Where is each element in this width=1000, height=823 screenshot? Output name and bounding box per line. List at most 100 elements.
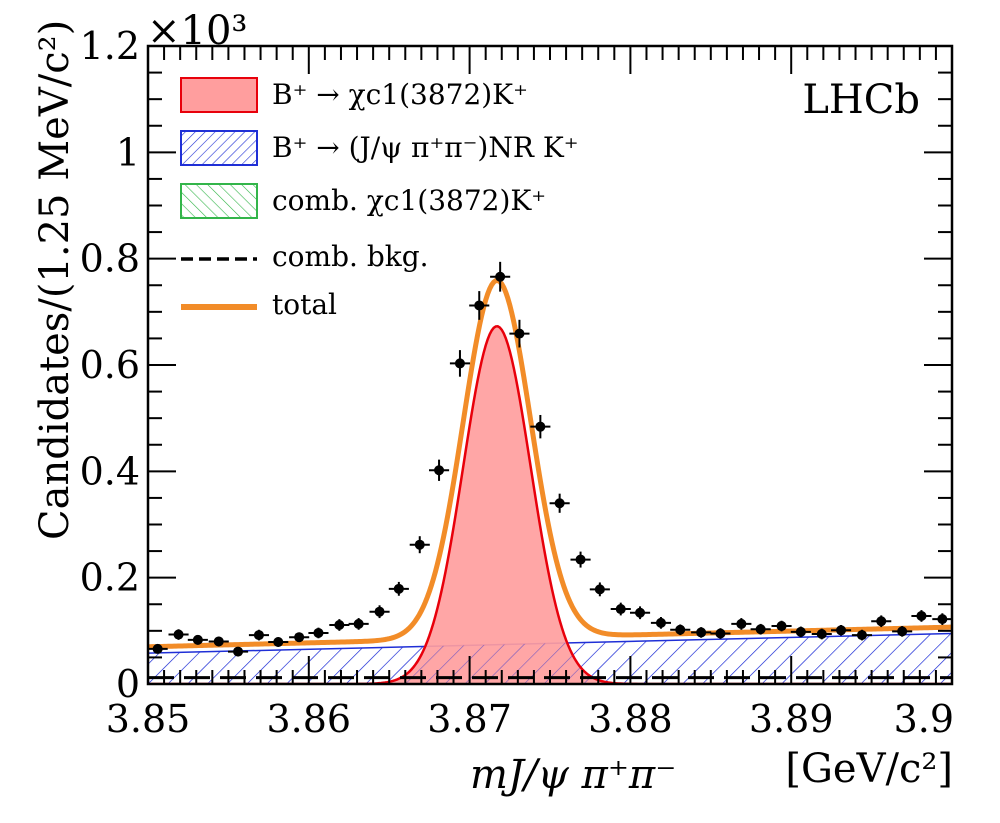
data-point-marker: [414, 539, 425, 550]
data-point: [892, 626, 913, 637]
x-axis-unit: [GeV/c²]: [785, 746, 953, 792]
data-point-marker: [776, 621, 787, 632]
data-point: [871, 615, 892, 628]
data-point: [710, 628, 731, 639]
data-point-marker: [233, 646, 244, 657]
data-point: [650, 617, 672, 629]
data-point-marker: [374, 606, 385, 617]
data-point-marker: [152, 643, 163, 654]
x-tick-label: 3.9: [894, 697, 954, 741]
y-tick-label: 1: [116, 130, 140, 174]
data-point-marker: [856, 630, 867, 641]
data-point-marker: [495, 271, 506, 282]
data-point: [187, 634, 208, 645]
data-point-marker: [213, 636, 224, 647]
y-exponent-label: ×10³: [147, 8, 247, 54]
data-point: [248, 629, 270, 641]
data-point: [589, 582, 610, 597]
legend-label-nonresonant: B⁺ → (J/ψ π⁺π⁻)NR K⁺: [272, 131, 579, 164]
data-point: [610, 602, 631, 616]
data-point-marker: [916, 610, 927, 621]
data-points: [147, 261, 953, 657]
data-point: [227, 646, 249, 657]
data-point: [168, 629, 189, 640]
data-point: [147, 643, 168, 654]
data-point: [790, 626, 811, 638]
data-point-marker: [454, 358, 465, 369]
data-point: [750, 623, 771, 635]
y-tick-label: 1.2: [80, 24, 140, 68]
chart-title: LHCb: [802, 77, 920, 123]
x-tick-label: 3.85: [106, 697, 191, 741]
y-axis-label: Candidates/(1.25 MeV/c²): [32, 20, 78, 540]
data-point-marker: [474, 300, 485, 311]
data-point-marker: [313, 627, 324, 638]
data-point: [530, 414, 551, 439]
legend-swatch-nonresonant: [180, 130, 258, 166]
data-point: [771, 620, 792, 632]
x-tick-label: 3.86: [266, 697, 351, 741]
data-point-marker: [795, 626, 806, 637]
legend-label-comb-chi: comb. χc1(3872)K⁺: [272, 184, 546, 217]
legend: B⁺ → χc1(3872)K⁺ B⁺ → (J/ψ π⁺π⁻)NR K⁺ co…: [180, 77, 579, 321]
y-tick-label: 0: [116, 662, 140, 706]
signal-overlap-hatch: [148, 633, 952, 684]
data-point-marker: [736, 618, 747, 629]
data-point: [348, 618, 369, 630]
x-tick-label: 3.89: [749, 697, 834, 741]
data-point-marker: [594, 584, 605, 595]
data-point-marker: [434, 465, 445, 476]
x-tick-label: 3.88: [588, 697, 673, 741]
data-point-marker: [755, 624, 766, 635]
data-point: [449, 350, 471, 377]
legend-swatch-comb-chi: [180, 183, 258, 219]
data-point-marker: [173, 629, 184, 640]
data-point: [932, 613, 953, 625]
data-point-marker: [715, 628, 726, 639]
y-tick-label: 0.2: [80, 556, 140, 600]
data-point-marker: [294, 632, 305, 643]
data-point: [329, 619, 350, 631]
data-point-marker: [635, 607, 646, 618]
y-tick-label: 0.6: [80, 343, 140, 387]
y-tick-label: 0.4: [80, 449, 140, 493]
data-point: [268, 636, 289, 647]
data-point: [549, 493, 570, 513]
data-point: [811, 628, 832, 640]
legend-label-signal: B⁺ → χc1(3872)K⁺: [272, 78, 528, 111]
data-point: [289, 632, 310, 643]
data-point: [509, 319, 530, 348]
data-point-marker: [937, 614, 948, 625]
data-point-marker: [273, 636, 284, 647]
data-point: [490, 261, 511, 292]
data-point-marker: [655, 617, 666, 628]
data-point: [308, 627, 329, 639]
data-point-marker: [353, 618, 364, 629]
data-point-marker: [253, 630, 264, 641]
legend-swatch-signal: [180, 77, 258, 113]
y-tick-label: 0.8: [80, 237, 140, 281]
x-tick-label: 3.87: [427, 697, 512, 741]
data-point: [409, 536, 430, 554]
data-point-marker: [615, 604, 626, 615]
data-point: [670, 624, 691, 636]
data-point-marker: [334, 619, 345, 630]
data-point: [570, 551, 591, 568]
data-point: [428, 459, 450, 481]
data-point-marker: [836, 625, 847, 636]
signal-fill: [148, 326, 952, 684]
legend-label-total: total: [272, 288, 337, 321]
data-point-marker: [575, 554, 586, 565]
data-point-marker: [514, 328, 525, 339]
data-point-marker: [192, 634, 203, 645]
axis-ticks: [147, 45, 953, 685]
data-point: [731, 618, 752, 630]
data-point: [388, 581, 409, 596]
x-axis-label: mJ/ψ π⁺π⁻: [470, 752, 676, 798]
signal-line: [148, 325, 952, 684]
data-point-marker: [554, 498, 565, 509]
axis-tick-labels: 3.85 3.86 3.87 3.88 3.89 3.9 0 0.2 0.4 0.6 0.8 1 1.2: [80, 24, 954, 741]
data-point: [369, 605, 390, 619]
data-point: [830, 624, 852, 636]
